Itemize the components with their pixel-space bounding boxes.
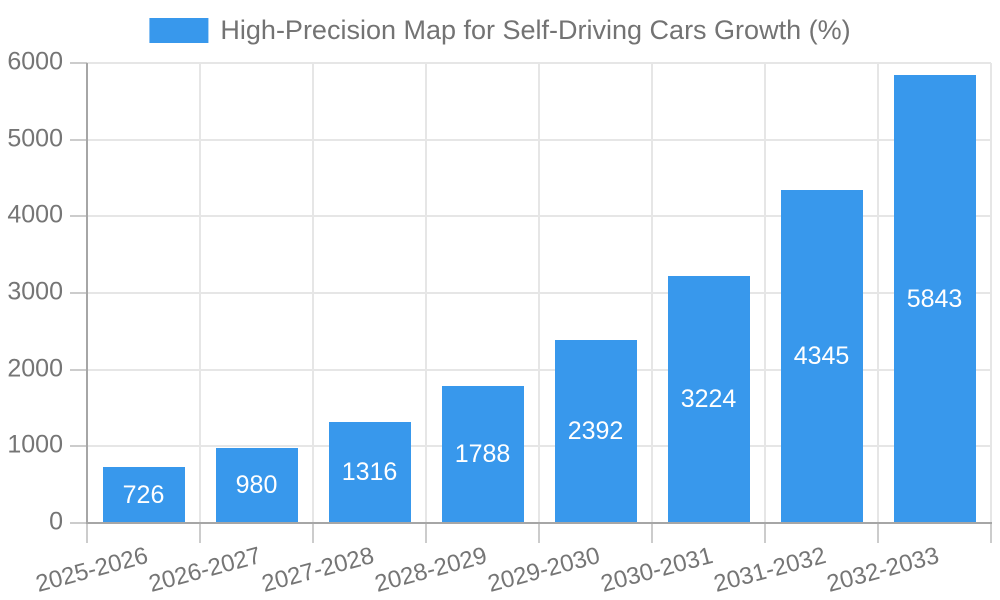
bar: 1788 [441, 385, 524, 523]
y-axis-line [86, 63, 88, 524]
bar-value-label: 980 [235, 470, 278, 499]
y-axis-tick [70, 445, 87, 448]
v-gridline [312, 63, 314, 523]
y-tick-label: 4000 [7, 200, 63, 229]
bar: 4345 [780, 189, 863, 523]
v-gridline [538, 63, 540, 523]
bar-value-label: 5843 [906, 284, 963, 313]
chart-title: High-Precision Map for Self-Driving Cars… [220, 15, 851, 45]
x-axis-tick [199, 523, 201, 543]
v-gridline [764, 63, 766, 523]
x-axis-line [86, 522, 992, 524]
v-gridline [651, 63, 653, 523]
y-axis-tick [70, 62, 87, 64]
y-tick-label: 2000 [7, 353, 63, 382]
y-axis-tick [70, 138, 87, 141]
bar: 1316 [328, 422, 411, 523]
y-tick-label: 1000 [7, 430, 63, 459]
x-axis-tick [425, 523, 427, 543]
x-axis-tick [877, 523, 879, 543]
bar-value-label: 2392 [567, 416, 624, 445]
bar-value-label: 726 [122, 480, 165, 509]
y-axis-tick [70, 368, 87, 371]
x-tick-label: 2025-2026 [32, 542, 151, 598]
x-axis-tick [312, 523, 314, 543]
x-tick-label: 2029-2030 [484, 542, 603, 598]
bar-value-label: 3224 [680, 384, 737, 413]
v-gridline [990, 63, 992, 523]
x-tick-label: 2032-2033 [823, 542, 942, 598]
y-axis-tick [70, 215, 87, 218]
legend-swatch [149, 18, 209, 44]
v-gridline [199, 63, 201, 523]
x-tick-label: 2026-2027 [145, 542, 264, 598]
bar-value-label: 1788 [454, 439, 511, 468]
bar-value-label: 1316 [341, 458, 398, 487]
x-tick-label: 2031-2032 [710, 542, 829, 598]
y-tick-label: 6000 [7, 47, 63, 76]
x-tick-label: 2027-2028 [258, 542, 377, 598]
y-axis-tick [70, 522, 87, 524]
bar: 726 [102, 467, 185, 523]
x-axis-tick [538, 523, 540, 543]
v-gridline [425, 63, 427, 523]
x-axis-tick [990, 523, 992, 543]
bar: 2392 [554, 339, 637, 523]
bar-value-label: 4345 [793, 341, 850, 370]
y-tick-label: 0 [49, 507, 63, 536]
bar: 3224 [667, 275, 750, 523]
v-gridline [877, 63, 879, 523]
bar: 5843 [893, 75, 976, 523]
x-tick-label: 2028-2029 [371, 542, 490, 598]
bar: 980 [215, 447, 298, 523]
plot-area: 0 1000 2000 3000 4000 5000 6000 726 980 1316 1788 2… [7, 47, 992, 598]
y-axis-tick [70, 292, 87, 294]
x-axis-tick [86, 523, 88, 543]
y-tick-label: 5000 [7, 123, 63, 152]
x-axis-tick [764, 523, 766, 543]
y-tick-label: 3000 [7, 277, 63, 306]
x-tick-label: 2030-2031 [597, 542, 716, 598]
chart-legend: High-Precision Map for Self-Driving Cars… [149, 15, 851, 46]
x-axis-tick [651, 523, 653, 543]
